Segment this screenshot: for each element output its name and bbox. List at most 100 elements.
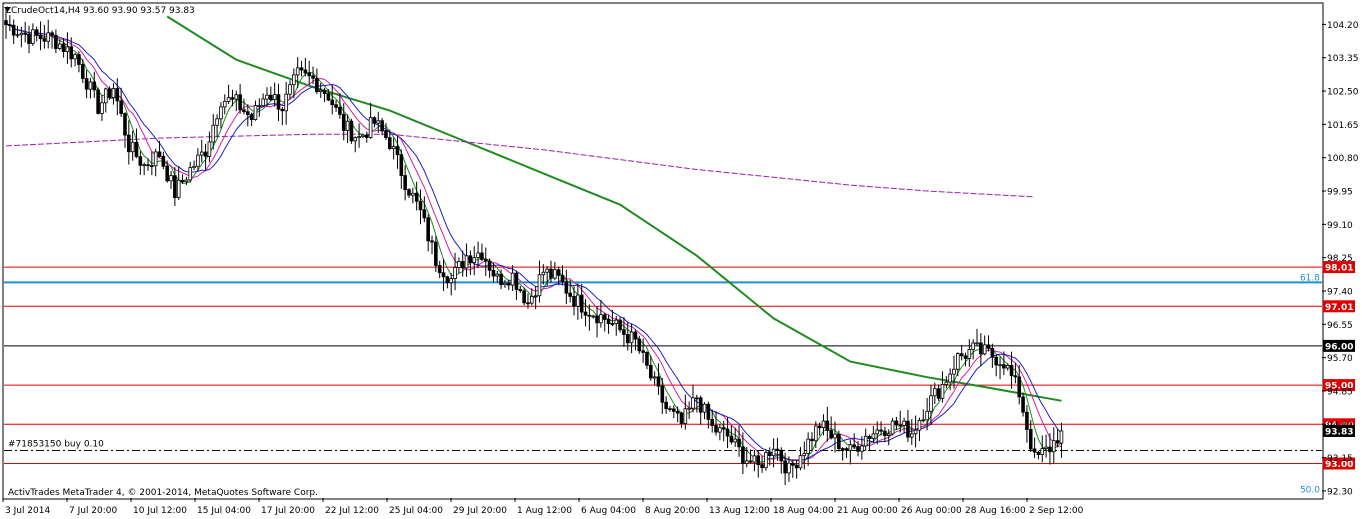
time-axis[interactable]: 3 Jul 2014 7 Jul 20:00 10 Jul 12:00 15 Jul …: [2, 498, 1084, 516]
candle: [975, 328, 979, 346]
candle: [1032, 437, 1037, 459]
horizontal-levels[interactable]: 98.0197.0196.0095.0094.0093.0061.850.0#7…: [4, 261, 1355, 495]
candle: [606, 314, 611, 334]
candle-body: [909, 433, 914, 438]
candle-body: [230, 97, 235, 100]
candle-body: [4, 20, 8, 25]
candle-body: [656, 376, 661, 387]
candle-body: [825, 420, 830, 431]
candle: [633, 329, 638, 351]
candle-body: [779, 449, 784, 462]
candle: [372, 116, 377, 128]
candle: [219, 102, 223, 129]
candle-body: [483, 259, 488, 262]
candle: [130, 130, 135, 161]
level-price-label: 93.00: [1325, 460, 1353, 470]
candle: [637, 335, 642, 354]
candle-body: [280, 108, 285, 112]
candle: [42, 24, 47, 49]
candle: [80, 59, 85, 83]
moving-average-line: [5, 24, 1062, 461]
candle: [230, 89, 235, 107]
candle-body: [372, 117, 377, 124]
candle-body: [952, 368, 956, 375]
candle-body: [460, 261, 465, 269]
candle-body: [595, 315, 599, 324]
candle: [391, 137, 396, 160]
candle-body: [925, 410, 929, 421]
candle-body: [54, 34, 58, 49]
candle-body: [184, 179, 189, 183]
candle-body: [737, 438, 741, 448]
candle-body: [921, 419, 926, 422]
candle: [530, 288, 534, 306]
candle-body: [860, 445, 864, 452]
order-line-label: #71853150 buy 0.10: [8, 440, 104, 450]
candle-body: [387, 137, 392, 150]
candle-body: [752, 455, 757, 463]
candle-body: [771, 448, 776, 457]
level-price-label: 98.01: [1325, 264, 1353, 274]
candle: [698, 395, 703, 425]
candle-body: [192, 165, 196, 169]
candle-body: [69, 46, 74, 60]
copyright-footer: ActivTrades MetaTrader 4, © 2001-2014, M…: [8, 488, 318, 498]
candle-body: [127, 134, 131, 153]
candle: [591, 314, 596, 319]
level-price-label: 97.01: [1325, 303, 1353, 313]
candle-body: [541, 271, 546, 276]
candle-body: [234, 94, 239, 100]
time-tick-label: 13 Aug 12:00: [709, 506, 770, 516]
candle: [814, 421, 818, 449]
candle-body: [725, 428, 730, 437]
candle: [679, 411, 684, 428]
price-tick-label: 104.20: [1327, 21, 1359, 31]
price-axis[interactable]: 104.20 103.35 102.50 101.65 100.80 99.95 99.10…: [1322, 21, 1359, 498]
candle: [752, 449, 757, 472]
candle: [292, 68, 296, 99]
candle-body: [871, 433, 876, 439]
candle-body: [622, 329, 626, 335]
candle-body: [564, 281, 569, 294]
candle-body: [165, 165, 169, 182]
candle: [199, 139, 204, 163]
candle-body: [894, 420, 899, 426]
time-tick-label: 18 Aug 04:00: [773, 506, 834, 516]
candle-body: [42, 38, 47, 42]
candle-body: [741, 446, 745, 464]
candle-body: [744, 460, 749, 464]
candle: [848, 439, 853, 465]
candle-body: [537, 274, 542, 297]
candle: [518, 285, 523, 293]
candle-body: [1005, 365, 1010, 369]
candle: [925, 397, 929, 431]
candle: [395, 135, 400, 169]
candle: [1040, 435, 1045, 463]
candle: [506, 279, 511, 291]
candle: [844, 447, 849, 458]
chevron-down-icon[interactable]: [4, 7, 11, 12]
candle: [771, 438, 776, 468]
candle: [737, 425, 741, 457]
candle: [269, 86, 273, 102]
candle-body: [837, 433, 841, 449]
candle-body: [449, 278, 454, 284]
candle-body: [514, 272, 519, 290]
price-tick-label: 102.50: [1327, 88, 1359, 98]
candle-body: [633, 331, 638, 340]
price-tick-label: 103.35: [1327, 54, 1359, 64]
candle-body: [349, 120, 354, 142]
candle: [1028, 419, 1033, 453]
candle: [614, 316, 619, 336]
candle-body: [787, 462, 791, 474]
candle: [322, 87, 327, 102]
candle: [706, 401, 711, 429]
candle: [445, 275, 450, 289]
candle: [353, 136, 358, 153]
candle-body: [506, 282, 511, 286]
candle-body: [380, 120, 384, 132]
candle: [153, 148, 158, 177]
candle-body: [829, 429, 833, 439]
candle-body: [272, 94, 277, 101]
